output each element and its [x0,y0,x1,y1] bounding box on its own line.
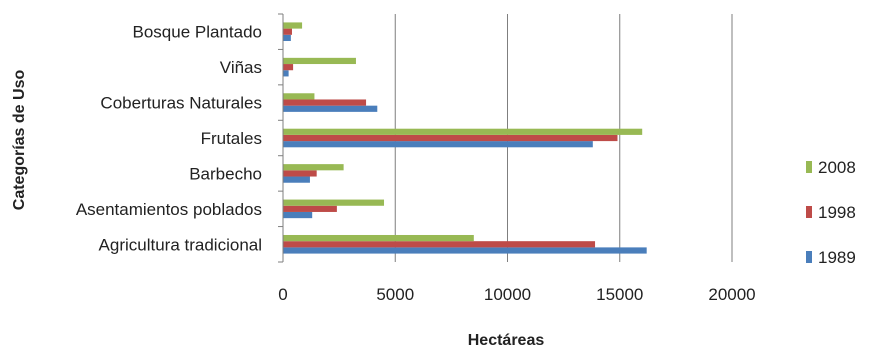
category-label: Bosque Plantado [133,23,263,42]
bar-1989-6 [283,34,291,42]
y-axis-title: Categorías de Uso [11,70,28,211]
category-label: Viñas [220,58,262,77]
category-label: Frutales [201,129,262,148]
bar-2008-1 [283,199,385,206]
bar-1998-0 [283,241,596,248]
x-tick-label: 10000 [484,285,531,304]
x-axis-title: Hectáreas [468,332,545,349]
bar-2008-6 [283,22,303,29]
legend-swatch-2008 [806,161,812,173]
bar-1998-1 [283,205,337,212]
category-label: Coberturas Naturales [100,94,262,113]
legend-swatch-1989 [806,251,812,263]
bar-1989-1 [283,211,313,219]
legend-label-1998: 1998 [818,203,856,222]
bar-1998-6 [283,28,292,35]
bar-1989-0 [283,247,647,254]
bar-1989-2 [283,176,310,183]
category-label: Asentamientos poblados [76,200,262,219]
bar-1989-3 [283,141,593,148]
x-tick-label: 5000 [376,285,414,304]
bar-2008-5 [283,57,356,65]
bar-1998-5 [283,64,294,71]
x-tick-labels: 0 5000 10000 15000 20000 [278,285,755,304]
legend: 2008 1998 1989 [806,158,856,267]
category-labels: Agricultura tradicional Asentamientos pob… [76,23,262,255]
bar-2008-0 [283,234,474,242]
axes [278,13,284,263]
bar-1998-4 [283,99,367,106]
bar-1989-5 [283,70,289,77]
legend-label-2008: 2008 [818,158,856,177]
bar-2008-4 [283,93,315,100]
x-tick-label: 20000 [708,285,755,304]
bar-1998-3 [283,134,618,142]
category-label: Barbecho [189,164,262,183]
bar-1998-2 [283,170,317,177]
legend-label-1989: 1989 [818,248,856,267]
bar-1989-4 [283,105,378,112]
legend-swatch-1998 [806,206,812,218]
bar-2008-2 [283,164,344,171]
bar-2008-3 [283,128,643,135]
bars [283,22,647,254]
x-tick-label: 15000 [596,285,643,304]
x-tick-label: 0 [278,285,287,304]
category-label: Agricultura tradicional [99,235,262,254]
